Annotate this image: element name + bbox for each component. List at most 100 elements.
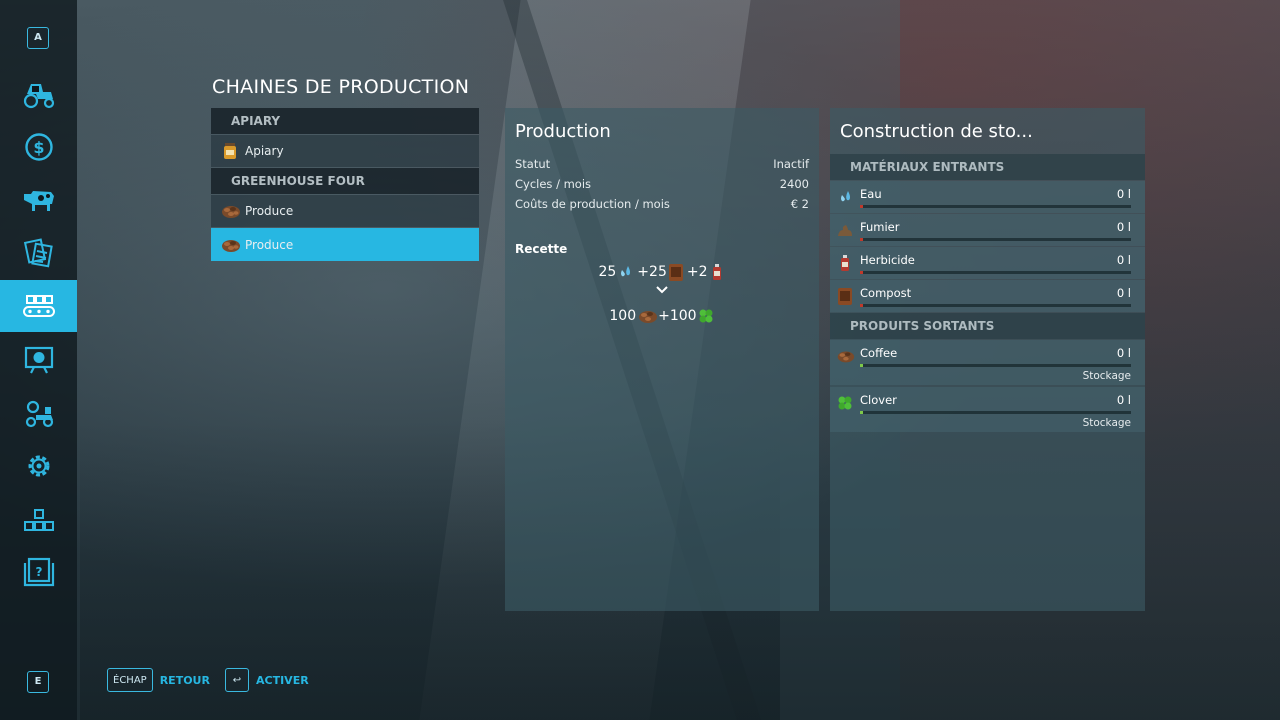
- stock-item-herbicide: Herbicide 0 l: [830, 247, 1145, 279]
- outputs-section-header: PRODUITS SORTANTS: [830, 313, 1145, 339]
- recipe-input-amount: 25: [649, 264, 667, 280]
- stock-amount: 0 l: [1116, 346, 1131, 360]
- stock-item-eau: Eau 0 l: [830, 181, 1145, 213]
- stock-level-bar: [860, 238, 1131, 241]
- recipe-output-amount: 100: [669, 308, 697, 324]
- stock-level-bar: [860, 411, 1131, 414]
- cycles-value: 2400: [779, 177, 809, 191]
- chain-item-label: Apiary: [245, 144, 284, 158]
- back-label: RETOUR: [159, 673, 210, 687]
- stock-name: Fumier: [860, 220, 900, 234]
- contracts-icon: [23, 238, 53, 268]
- next-page-key-hint: E: [27, 671, 49, 693]
- blocks-hierarchy-icon: [23, 509, 54, 531]
- recipe-plus: +: [686, 264, 699, 280]
- chain-item-apiary[interactable]: Apiary: [211, 135, 479, 167]
- recipe-inputs: 25 + 25 + 2: [505, 260, 819, 284]
- enter-key-icon: ↩: [225, 668, 249, 692]
- stock-level-bar: [860, 364, 1131, 367]
- clover-icon: [835, 393, 855, 413]
- nav-vehicles[interactable]: [0, 68, 77, 120]
- back-key-hint: ÉCHAP: [107, 668, 153, 692]
- stock-item-coffee: Coffee 0 l Stockage: [830, 340, 1145, 385]
- cow-icon: [23, 191, 54, 211]
- stock-amount: 0 l: [1116, 393, 1131, 407]
- stock-name: Eau: [860, 187, 882, 201]
- stock-level-bar: [860, 271, 1131, 274]
- recipe-output-amount: 100: [609, 308, 637, 324]
- nav-animals[interactable]: [0, 174, 77, 226]
- chain-item-label: Produce: [245, 237, 294, 252]
- honey-jar-icon: [219, 140, 241, 162]
- tractor-icon: [23, 84, 54, 109]
- page-title: CHAINES DE PRODUCTION: [212, 76, 470, 98]
- nav-contracts[interactable]: [0, 227, 77, 279]
- svg-text:?: ?: [35, 565, 42, 579]
- water-drop-icon: [835, 187, 855, 207]
- manure-icon: [835, 220, 855, 240]
- stock-mode-toggle[interactable]: Stockage: [1082, 370, 1131, 382]
- status-row: Statut Inactif: [505, 154, 819, 174]
- chain-item-label: Produce: [245, 204, 294, 218]
- chain-item-produce-1[interactable]: Produce: [211, 195, 479, 227]
- recipe-plus: +: [658, 308, 670, 324]
- coffee-beans-icon: [219, 200, 241, 222]
- stock-item-fumier: Fumier 0 l: [830, 214, 1145, 246]
- recipe-input-amount: 2: [698, 264, 708, 280]
- stock-amount: 0 l: [1116, 187, 1131, 201]
- water-drop-icon: [616, 262, 634, 282]
- back-button[interactable]: ÉCHAP RETOUR: [107, 668, 210, 692]
- nav-statistics[interactable]: [0, 334, 77, 386]
- status-value: Inactif: [773, 157, 809, 171]
- production-panel: Production Statut Inactif Cycles / mois …: [505, 108, 819, 611]
- stock-item-compost: Compost 0 l: [830, 280, 1145, 312]
- herbicide-bottle-icon: [708, 262, 726, 282]
- activate-label: ACTIVER: [256, 673, 309, 687]
- compost-bag-icon: [835, 286, 855, 306]
- gear-icon: [28, 455, 49, 477]
- recipe-title: Recette: [515, 242, 568, 256]
- group-header-apiary: APIARY: [211, 108, 479, 134]
- dollar-coin-icon: $: [24, 133, 53, 161]
- storage-panel-title: Construction de sto...: [840, 121, 1033, 142]
- vehicle-settings-icon: [25, 400, 53, 428]
- stock-name: Compost: [860, 286, 912, 300]
- nav-production[interactable]: [0, 280, 77, 332]
- nav-garage[interactable]: [0, 387, 77, 439]
- stock-amount: 0 l: [1116, 253, 1131, 267]
- stock-amount: 0 l: [1116, 220, 1131, 234]
- recipe-outputs: 100 + 100: [505, 304, 819, 328]
- prev-page-key-hint: A: [27, 27, 49, 49]
- stock-item-clover: Clover 0 l Stockage: [830, 387, 1145, 432]
- help-book-icon: ?: [23, 557, 54, 587]
- production-chain-list: APIARY Apiary GREENHOUSE FOUR Produce: [211, 108, 479, 262]
- coffee-beans-icon: [636, 306, 658, 326]
- production-conveyor-icon: [22, 295, 55, 317]
- svg-text:$: $: [33, 138, 44, 157]
- cycles-row: Cycles / mois 2400: [505, 174, 819, 194]
- nav-finances[interactable]: $: [0, 121, 77, 173]
- herbicide-bottle-icon: [835, 253, 855, 273]
- storage-panel: Construction de sto... MATÉRIAUX ENTRANT…: [830, 108, 1145, 611]
- compost-bag-icon: [667, 262, 685, 282]
- chain-item-produce-2[interactable]: Produce: [211, 228, 479, 261]
- coffee-beans-icon: [219, 234, 241, 256]
- recipe-plus: +: [637, 264, 650, 280]
- nav-tour[interactable]: [0, 494, 77, 546]
- costs-label: Coûts de production / mois: [515, 197, 670, 211]
- stock-name: Herbicide: [860, 253, 915, 267]
- nav-help[interactable]: ?: [0, 547, 77, 599]
- group-header-greenhouse-four: GREENHOUSE FOUR: [211, 168, 479, 194]
- presentation-board-icon: [24, 346, 53, 374]
- coffee-beans-icon: [835, 346, 855, 366]
- nav-settings[interactable]: [0, 440, 77, 492]
- cycles-label: Cycles / mois: [515, 177, 592, 191]
- sidebar: A $: [0, 0, 77, 720]
- recipe-arrow-icon: [505, 284, 819, 304]
- stock-level-bar: [860, 304, 1131, 307]
- stock-name: Clover: [860, 393, 897, 407]
- stock-name: Coffee: [860, 346, 898, 360]
- stock-mode-toggle[interactable]: Stockage: [1082, 417, 1131, 429]
- clover-icon: [697, 306, 715, 326]
- activate-button[interactable]: ↩ ACTIVER: [225, 668, 309, 692]
